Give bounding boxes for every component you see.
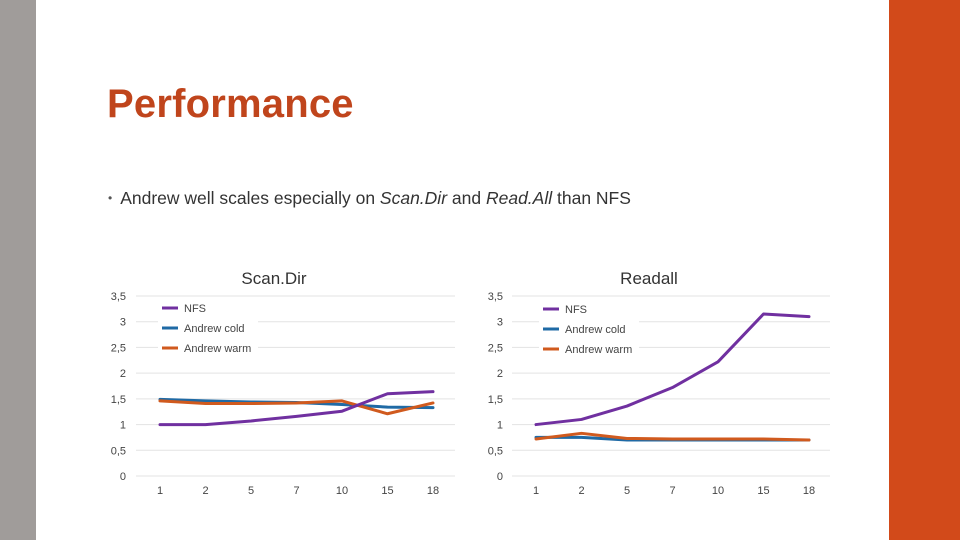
bullet-text-3: than NFS bbox=[552, 188, 631, 208]
bullet-emphasis-scandir: Scan.Dir bbox=[379, 188, 448, 208]
slide-title: Performance bbox=[107, 82, 354, 126]
scandir-legend-label: Andrew cold bbox=[184, 323, 245, 335]
readall-y-tick-label: 2,5 bbox=[488, 342, 503, 354]
scandir-x-tick-label: 10 bbox=[336, 485, 348, 497]
scandir-chart-title: Scan.Dir bbox=[241, 269, 307, 288]
scandir-legend-bg bbox=[158, 319, 258, 336]
readall-legend-bg bbox=[539, 340, 639, 357]
readall-series-line-nfs bbox=[534, 312, 811, 427]
readall-x-tick-label: 5 bbox=[624, 485, 630, 497]
readall-x-tick-label: 18 bbox=[803, 485, 815, 497]
readall-legend-bg bbox=[539, 300, 639, 317]
readall-y-tick-label: 2 bbox=[497, 368, 503, 380]
scandir-legend-bg bbox=[158, 299, 258, 316]
scandir-y-tick-label: 2,5 bbox=[111, 342, 126, 354]
readall-legend-label: Andrew cold bbox=[565, 324, 626, 336]
readall-y-tick-label: 0,5 bbox=[488, 445, 503, 457]
scandir-legend-bg bbox=[158, 339, 258, 356]
readall-series-line-andrew-warm bbox=[534, 431, 811, 442]
right-accent-bar bbox=[889, 0, 960, 540]
readall-x-tick-label: 7 bbox=[669, 485, 675, 497]
bullet-text-2: and bbox=[447, 188, 486, 208]
scandir-x-tick-label: 5 bbox=[248, 485, 254, 497]
scandir-series-line-andrew-warm bbox=[158, 399, 435, 416]
bullet-point: • Andrew well scales especially on Scan.D… bbox=[108, 188, 631, 209]
readall-legend-label: NFS bbox=[565, 304, 587, 316]
scandir-y-tick-label: 0 bbox=[120, 471, 126, 483]
scandir-legend-label: Andrew warm bbox=[184, 343, 251, 355]
scandir-y-tick-label: 0,5 bbox=[111, 445, 126, 457]
scandir-y-tick-label: 3 bbox=[120, 317, 126, 329]
scandir-y-tick-label: 3,5 bbox=[111, 291, 126, 303]
readall-y-tick-label: 3 bbox=[497, 317, 503, 329]
scandir-y-tick-label: 2 bbox=[120, 368, 126, 380]
bullet-emphasis-readall: Read.All bbox=[485, 188, 553, 208]
readall-x-tick-label: 10 bbox=[712, 485, 724, 497]
readall-y-tick-label: 3,5 bbox=[488, 291, 503, 303]
scandir-x-tick-label: 15 bbox=[381, 485, 393, 497]
bullet-text-1: Andrew well scales especially on bbox=[120, 188, 380, 208]
readall-x-tick-label: 2 bbox=[578, 485, 584, 497]
readall-x-tick-label: 1 bbox=[533, 485, 539, 497]
scandir-x-tick-label: 18 bbox=[427, 485, 439, 497]
readall-y-tick-label: 0 bbox=[497, 471, 503, 483]
scandir-x-tick-label: 2 bbox=[202, 485, 208, 497]
readall-y-tick-label: 1,5 bbox=[488, 394, 503, 406]
scandir-y-tick-label: 1,5 bbox=[111, 394, 126, 406]
scandir-legend-label: NFS bbox=[184, 303, 206, 315]
scandir-x-tick-label: 1 bbox=[157, 485, 163, 497]
left-decor-bar bbox=[0, 0, 36, 540]
readall-y-tick-label: 1 bbox=[497, 420, 503, 432]
scandir-y-tick-label: 1 bbox=[120, 420, 126, 432]
readall-legend-label: Andrew warm bbox=[565, 344, 632, 356]
readall-legend-bg bbox=[539, 320, 639, 337]
readall-chart-title: Readall bbox=[620, 269, 678, 288]
bullet-dot-icon: • bbox=[108, 191, 113, 205]
scandir-x-tick-label: 7 bbox=[293, 485, 299, 497]
readall-x-tick-label: 15 bbox=[757, 485, 769, 497]
scandir-series-line-nfs bbox=[158, 390, 435, 427]
